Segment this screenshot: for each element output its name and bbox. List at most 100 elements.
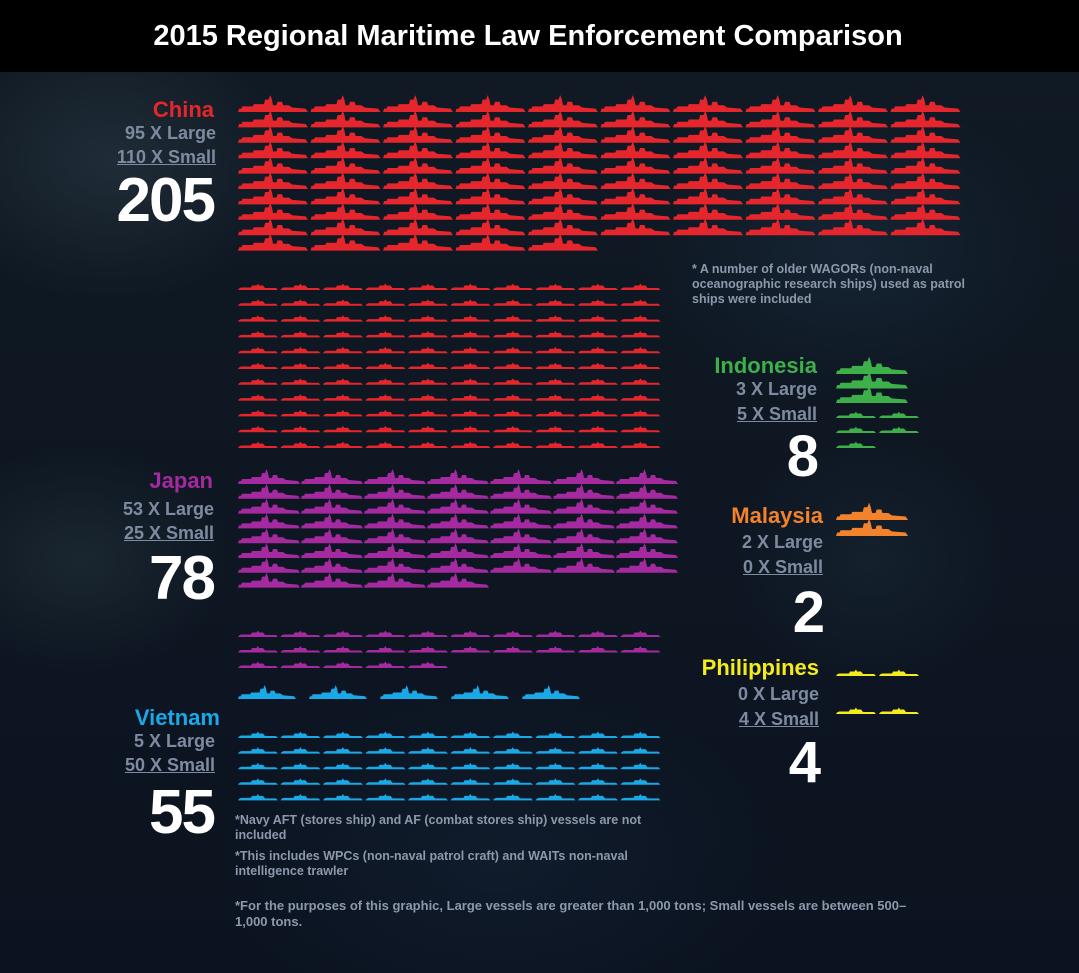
japan-small-vessel [323, 630, 363, 637]
china-large-vessel [310, 233, 381, 251]
vietnam-small-vessel [408, 747, 448, 754]
china-large-vessel [600, 172, 671, 189]
vietnam-note: *This includes WPCs (non-naval patrol cr… [235, 849, 628, 878]
philippines-total: 4 [788, 730, 821, 795]
japan-large-vessel [553, 469, 615, 484]
china-large-vessel [455, 110, 526, 128]
vietnam-small-vessel [493, 747, 533, 754]
japan-small-vessel [620, 630, 661, 637]
china-large-vessel [818, 187, 888, 205]
china-small-vessel [408, 299, 448, 306]
vietnam-name: Vietnam [134, 705, 220, 730]
china-small-vessel [238, 394, 278, 401]
china-small-vessel [578, 378, 618, 385]
china-small-vessel [365, 362, 406, 369]
china-large-vessel [818, 202, 888, 220]
china-large-vessel [238, 233, 308, 251]
china-small-vessel [365, 441, 406, 448]
malaysia-small-count: 0 X Small [742, 557, 823, 577]
japan-large-vessel [616, 513, 678, 529]
china-small-vessel [365, 283, 406, 290]
vietnam-small-vessel [408, 762, 448, 770]
japan-large-vessel [427, 557, 489, 573]
china-small-vessel [535, 346, 576, 354]
japan-large-vessel [238, 557, 300, 573]
japan-large-vessel [553, 528, 615, 544]
china-small-vessel [280, 330, 321, 338]
china-large-vessel [745, 125, 816, 143]
japan-small-vessel [323, 646, 363, 653]
japan-large-vessel [238, 528, 300, 544]
china-large-vessel [890, 172, 961, 189]
china-small-vessel [493, 299, 533, 306]
china-small-vessel [238, 362, 278, 369]
japan-large-vessel [616, 483, 678, 499]
china-small-vessel [280, 283, 321, 290]
china-small-vessel [280, 409, 321, 417]
china-small-vessel [323, 315, 363, 322]
china-large-vessel [455, 172, 526, 189]
japan-small-vessel [450, 630, 491, 637]
vietnam-small-vessel [620, 778, 661, 785]
china-large-vessel [818, 156, 888, 174]
china-large-vessel [238, 202, 308, 220]
china-large-vessel [673, 218, 743, 236]
china-small-vessel [365, 378, 406, 385]
indonesia-small-vessel [879, 411, 919, 418]
china-large-vessel [528, 172, 598, 189]
vietnam-large-vessel [309, 685, 367, 699]
vietnam-large-vessel [380, 685, 438, 699]
china-large-vessel [455, 156, 526, 174]
china-large-vessel [890, 202, 961, 220]
china-large-vessel [238, 187, 308, 205]
china-large-vessel [383, 141, 453, 159]
vietnam-small-vessel [280, 747, 321, 754]
china-small-vessel [493, 425, 533, 433]
title-bar: 2015 Regional Maritime Law Enforcement C… [0, 0, 1079, 72]
china-large-vessel [528, 156, 598, 174]
china-large-vessel [818, 95, 888, 112]
china-large-vessel [455, 95, 526, 112]
china-small-vessel [578, 299, 618, 306]
japan-small-vessel [450, 646, 491, 653]
japan-small-vessel [365, 646, 406, 653]
japan-large-vessel [616, 543, 678, 558]
china-small-vessel [450, 299, 491, 306]
china-small-vessel [450, 315, 491, 322]
japan-large-vessel [553, 557, 615, 573]
china-large-vessel [600, 95, 671, 112]
china-large-vessel [890, 187, 961, 205]
vietnam-small-vessel [578, 731, 618, 738]
japan-large-vessel [364, 483, 426, 499]
vietnam-small-vessel [535, 747, 576, 754]
china-large-vessel [238, 156, 308, 174]
japan-name: Japan [149, 468, 213, 493]
vietnam-small-vessel [578, 778, 618, 785]
china-small-vessel [535, 378, 576, 385]
japan-large-vessel [490, 557, 552, 573]
japan-large-vessel [238, 513, 300, 529]
vietnam-small-vessel [238, 778, 278, 785]
vietnam-small-vessel [493, 793, 533, 801]
china-large-vessel [383, 110, 453, 128]
indonesia-large-vessel [836, 371, 908, 389]
china-large-vessel [745, 202, 816, 220]
china-small-vessel [408, 315, 448, 322]
vietnam-large-vessel [522, 685, 580, 699]
china-large-vessel [528, 141, 598, 159]
china-small-vessel [365, 394, 406, 401]
china-small-vessel [238, 409, 278, 417]
china-small-vessel [578, 425, 618, 433]
japan-large-vessel [427, 513, 489, 529]
japan-large-vessel [364, 498, 426, 514]
china-small-vessel [620, 378, 661, 385]
philippines-small-vessel [879, 669, 919, 676]
china-small-vessel [535, 441, 576, 448]
china-large-vessel [890, 218, 961, 236]
japan-small-vessel [280, 630, 321, 637]
china-small-vessel [365, 299, 406, 306]
malaysia-large-vessel [836, 518, 908, 536]
china-large-vessel [455, 218, 526, 236]
china-small-vessel [323, 346, 363, 354]
